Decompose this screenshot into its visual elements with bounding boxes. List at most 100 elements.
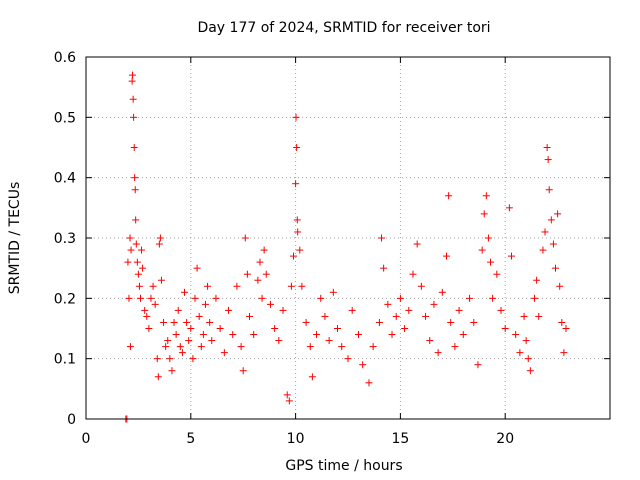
data-point <box>126 343 134 351</box>
data-point <box>384 300 392 308</box>
y-tick-label: 0.3 <box>54 231 76 247</box>
data-point <box>250 331 258 339</box>
data-point <box>313 331 321 339</box>
data-point <box>365 379 373 387</box>
data-point <box>154 373 162 381</box>
data-point <box>271 325 279 332</box>
data-point <box>141 306 149 314</box>
data-point <box>369 343 377 351</box>
data-point <box>474 361 482 369</box>
data-point <box>208 337 216 345</box>
x-tick-label: 10 <box>287 431 305 447</box>
data-point <box>562 325 570 332</box>
data-point <box>136 294 144 302</box>
data-point <box>157 276 165 284</box>
data-point <box>176 343 184 351</box>
data-point <box>298 282 306 290</box>
data-point <box>258 294 266 302</box>
y-tick-label: 0.5 <box>54 110 76 126</box>
data-point <box>153 355 161 363</box>
data-point <box>168 367 176 375</box>
data-point <box>524 355 532 363</box>
data-point <box>396 294 404 302</box>
data-point <box>487 258 495 266</box>
data-point <box>132 240 140 248</box>
data-point <box>181 288 189 296</box>
data-point <box>145 325 153 332</box>
data-point <box>132 216 140 224</box>
y-axis-label: SRMTID / TECUs <box>7 182 23 295</box>
data-point <box>539 246 547 254</box>
data-point <box>497 306 505 314</box>
data-point <box>459 331 467 339</box>
data-point <box>127 246 135 254</box>
data-point <box>380 264 388 272</box>
data-point <box>541 228 549 236</box>
data-point <box>254 276 262 284</box>
grid <box>86 57 610 419</box>
data-point <box>558 318 566 326</box>
data-point <box>334 325 342 332</box>
data-point <box>434 349 442 357</box>
data-point <box>294 228 302 236</box>
data-point <box>124 258 132 266</box>
data-point <box>354 331 362 339</box>
data-point <box>533 276 541 284</box>
data-point <box>149 282 157 290</box>
data-point <box>443 252 451 260</box>
data-point <box>501 325 509 332</box>
x-tick-label: 0 <box>82 431 91 447</box>
data-point <box>201 300 209 308</box>
data-point <box>131 174 139 182</box>
data-point <box>147 294 155 302</box>
data-point <box>348 306 356 314</box>
data-point <box>245 312 253 320</box>
x-tick-label: 5 <box>186 431 195 447</box>
data-point <box>212 294 220 302</box>
x-tick-label: 15 <box>391 431 409 447</box>
data-point <box>199 331 207 339</box>
data-point <box>401 325 409 332</box>
data-point <box>237 343 245 351</box>
data-point <box>129 71 137 79</box>
data-point <box>206 318 214 326</box>
y-tick-label: 0.6 <box>54 50 76 66</box>
data-point <box>451 343 459 351</box>
data-point <box>164 337 172 345</box>
x-axis-label: GPS time / hours <box>285 458 402 474</box>
data-point <box>139 264 147 272</box>
data-point <box>135 282 143 290</box>
data-point <box>535 312 543 320</box>
data-point <box>151 300 159 308</box>
data-point <box>290 252 298 260</box>
data-point <box>438 288 446 296</box>
data-point <box>229 331 237 339</box>
data-point <box>296 246 304 254</box>
data-point <box>143 312 151 320</box>
data-point <box>162 343 170 351</box>
data-point <box>544 156 552 164</box>
data-point <box>260 246 268 254</box>
data-point <box>388 331 396 339</box>
data-point <box>507 252 515 260</box>
data-point <box>185 337 193 345</box>
data-point <box>239 367 247 375</box>
data-point <box>216 325 224 332</box>
data-point <box>520 312 528 320</box>
data-point <box>489 294 497 302</box>
data-point <box>417 282 425 290</box>
data-point <box>482 192 490 200</box>
data-point <box>321 312 329 320</box>
data-point <box>359 361 367 369</box>
data-point <box>522 337 530 345</box>
data-point <box>191 294 199 302</box>
data-point <box>160 318 168 326</box>
data-point <box>285 397 293 405</box>
data-point <box>195 312 203 320</box>
data-point <box>556 282 564 290</box>
data-point <box>262 270 270 278</box>
data-point <box>455 306 463 314</box>
data-point <box>554 210 562 218</box>
data-point <box>512 331 520 339</box>
